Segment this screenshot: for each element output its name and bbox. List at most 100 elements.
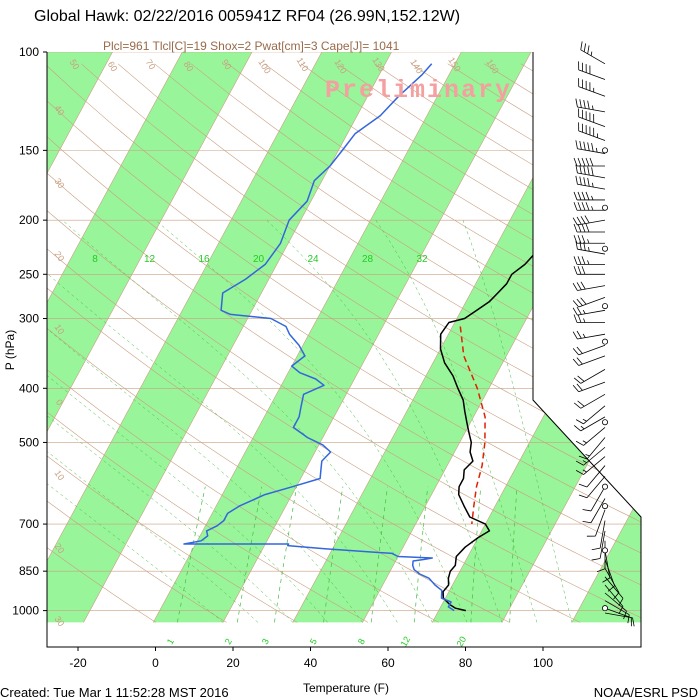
wind-barb	[575, 140, 606, 154]
wind-barb-flag	[585, 157, 590, 167]
wind-barb-flag	[583, 242, 586, 251]
wind-barb-flag	[573, 202, 578, 211]
wind-barb	[575, 240, 606, 255]
wind-barb	[575, 175, 606, 190]
mixing-ratio-label: 24	[307, 254, 319, 265]
wind-barb	[591, 520, 606, 551]
y-tick-label: 500	[19, 435, 39, 449]
mixing-ratio-label: 12	[144, 254, 156, 265]
wind-barb-flag	[585, 202, 590, 211]
wind-barb-flag	[587, 177, 590, 187]
wind-barb-flag	[581, 235, 586, 244]
wind-barb	[573, 314, 605, 323]
wind-barb-flag	[581, 191, 586, 201]
wind-barb-half-flag	[588, 247, 590, 252]
wind-barb-flag	[591, 167, 594, 176]
left-edge-label: 30	[52, 176, 66, 190]
wind-barb	[578, 437, 606, 460]
wind-barb-flag	[572, 217, 578, 226]
mixing-ratio-bottom-label: 5	[308, 637, 319, 646]
wind-barb-half-flag	[592, 105, 594, 110]
calm-wind-marker	[602, 147, 609, 154]
dry-adiabat	[191, 63, 641, 623]
wind-barb-flag	[572, 282, 578, 291]
wind-barb-flag	[583, 165, 586, 175]
dry-adiabat	[47, 63, 227, 623]
wind-barb-half-flag	[582, 469, 587, 473]
dry-adiabat	[47, 63, 369, 623]
wind-barb	[604, 568, 620, 600]
wind-barb-half-flag	[591, 206, 594, 211]
wind-barb-flag	[627, 614, 630, 624]
wind-barb-flag	[582, 509, 592, 512]
wind-barb-shaft	[583, 427, 606, 446]
wind-barb-half-flag	[595, 147, 598, 153]
wind-barb	[575, 98, 606, 113]
wind-barb-flag	[577, 157, 582, 167]
wind-barb-flag	[575, 98, 578, 108]
moist-adiabat	[155, 220, 468, 623]
wind-barb-shaft	[604, 584, 624, 607]
isotherm-label: 90	[220, 58, 234, 72]
wind-barb-half-flag	[582, 440, 587, 444]
wind-barb-shaft	[577, 148, 606, 154]
wind-barb-flag	[578, 494, 588, 499]
wind-barb-flag	[581, 266, 586, 275]
y-tick-label: 400	[19, 381, 39, 395]
wind-barb-flag	[572, 384, 579, 393]
mixing-ratio-line	[236, 486, 263, 623]
isotherm-line	[47, 52, 197, 623]
calm-wind-marker	[602, 547, 609, 554]
calm-wind-marker	[602, 605, 609, 612]
wind-barb-shaft	[577, 106, 606, 113]
wind-barb-flag	[584, 215, 590, 224]
mixing-ratio-bottom-label: 3	[260, 637, 271, 646]
mixing-ratio-bottom-label: 12	[399, 635, 413, 649]
wind-barb-shaft	[599, 520, 606, 549]
calm-wind-marker	[602, 483, 609, 490]
wind-barb-half-flag	[590, 51, 593, 56]
x-tick-label: 40	[304, 656, 318, 670]
wind-barb-shaft	[577, 285, 606, 291]
wind-barb	[578, 122, 606, 141]
footer-created: Created: Tue Mar 1 11:52:28 MST 2016	[0, 685, 229, 700]
isotherm-line	[222, 52, 546, 623]
isotherm-label: 60	[106, 60, 120, 74]
wind-barb-flag	[632, 617, 635, 627]
wind-barb-flag	[576, 330, 582, 339]
wind-barb-shaft	[586, 465, 606, 488]
moist-adiabat	[47, 220, 293, 623]
chart-title: Global Hawk: 02/22/2016 005941Z RF04 (26…	[34, 8, 460, 25]
wind-barb-flag	[575, 470, 584, 475]
watermark: Preliminary	[325, 76, 512, 105]
wind-barb-flag	[587, 100, 590, 110]
wind-barb-flag	[575, 175, 578, 185]
wind-barb-flag	[572, 358, 579, 366]
footer-credit: NOAA/ESRL PSD	[594, 685, 698, 700]
wind-barb-flag	[572, 331, 578, 340]
wind-barb	[578, 465, 606, 488]
wind-barb	[591, 530, 606, 561]
wind-barb-flag	[613, 592, 620, 600]
wind-barbs	[572, 41, 635, 627]
calm-wind-marker	[602, 303, 609, 310]
wind-barb-shaft	[583, 446, 606, 466]
wind-barb-shaft	[578, 297, 606, 308]
wind-barb-shaft	[604, 607, 632, 619]
wind-barb-flag	[577, 400, 585, 407]
wind-barb-flag	[585, 223, 590, 233]
wind-barb-shaft	[577, 309, 606, 316]
wind-barb-flag	[583, 177, 586, 186]
wind-barb-flag	[602, 577, 611, 583]
wind-barb-flag	[575, 164, 578, 174]
dry-adiabat	[47, 63, 439, 623]
wind-barb-flag	[623, 610, 627, 620]
wind-barb-flag	[575, 240, 578, 250]
wind-barb-flag	[583, 141, 586, 151]
wind-barb-half-flag	[582, 309, 586, 314]
wind-barb-flag	[579, 176, 582, 186]
wind-barb-flag	[576, 216, 582, 225]
wind-barb-flag	[580, 297, 587, 305]
wind-barb-flag	[576, 357, 583, 365]
wind-barb-flag	[589, 157, 594, 167]
